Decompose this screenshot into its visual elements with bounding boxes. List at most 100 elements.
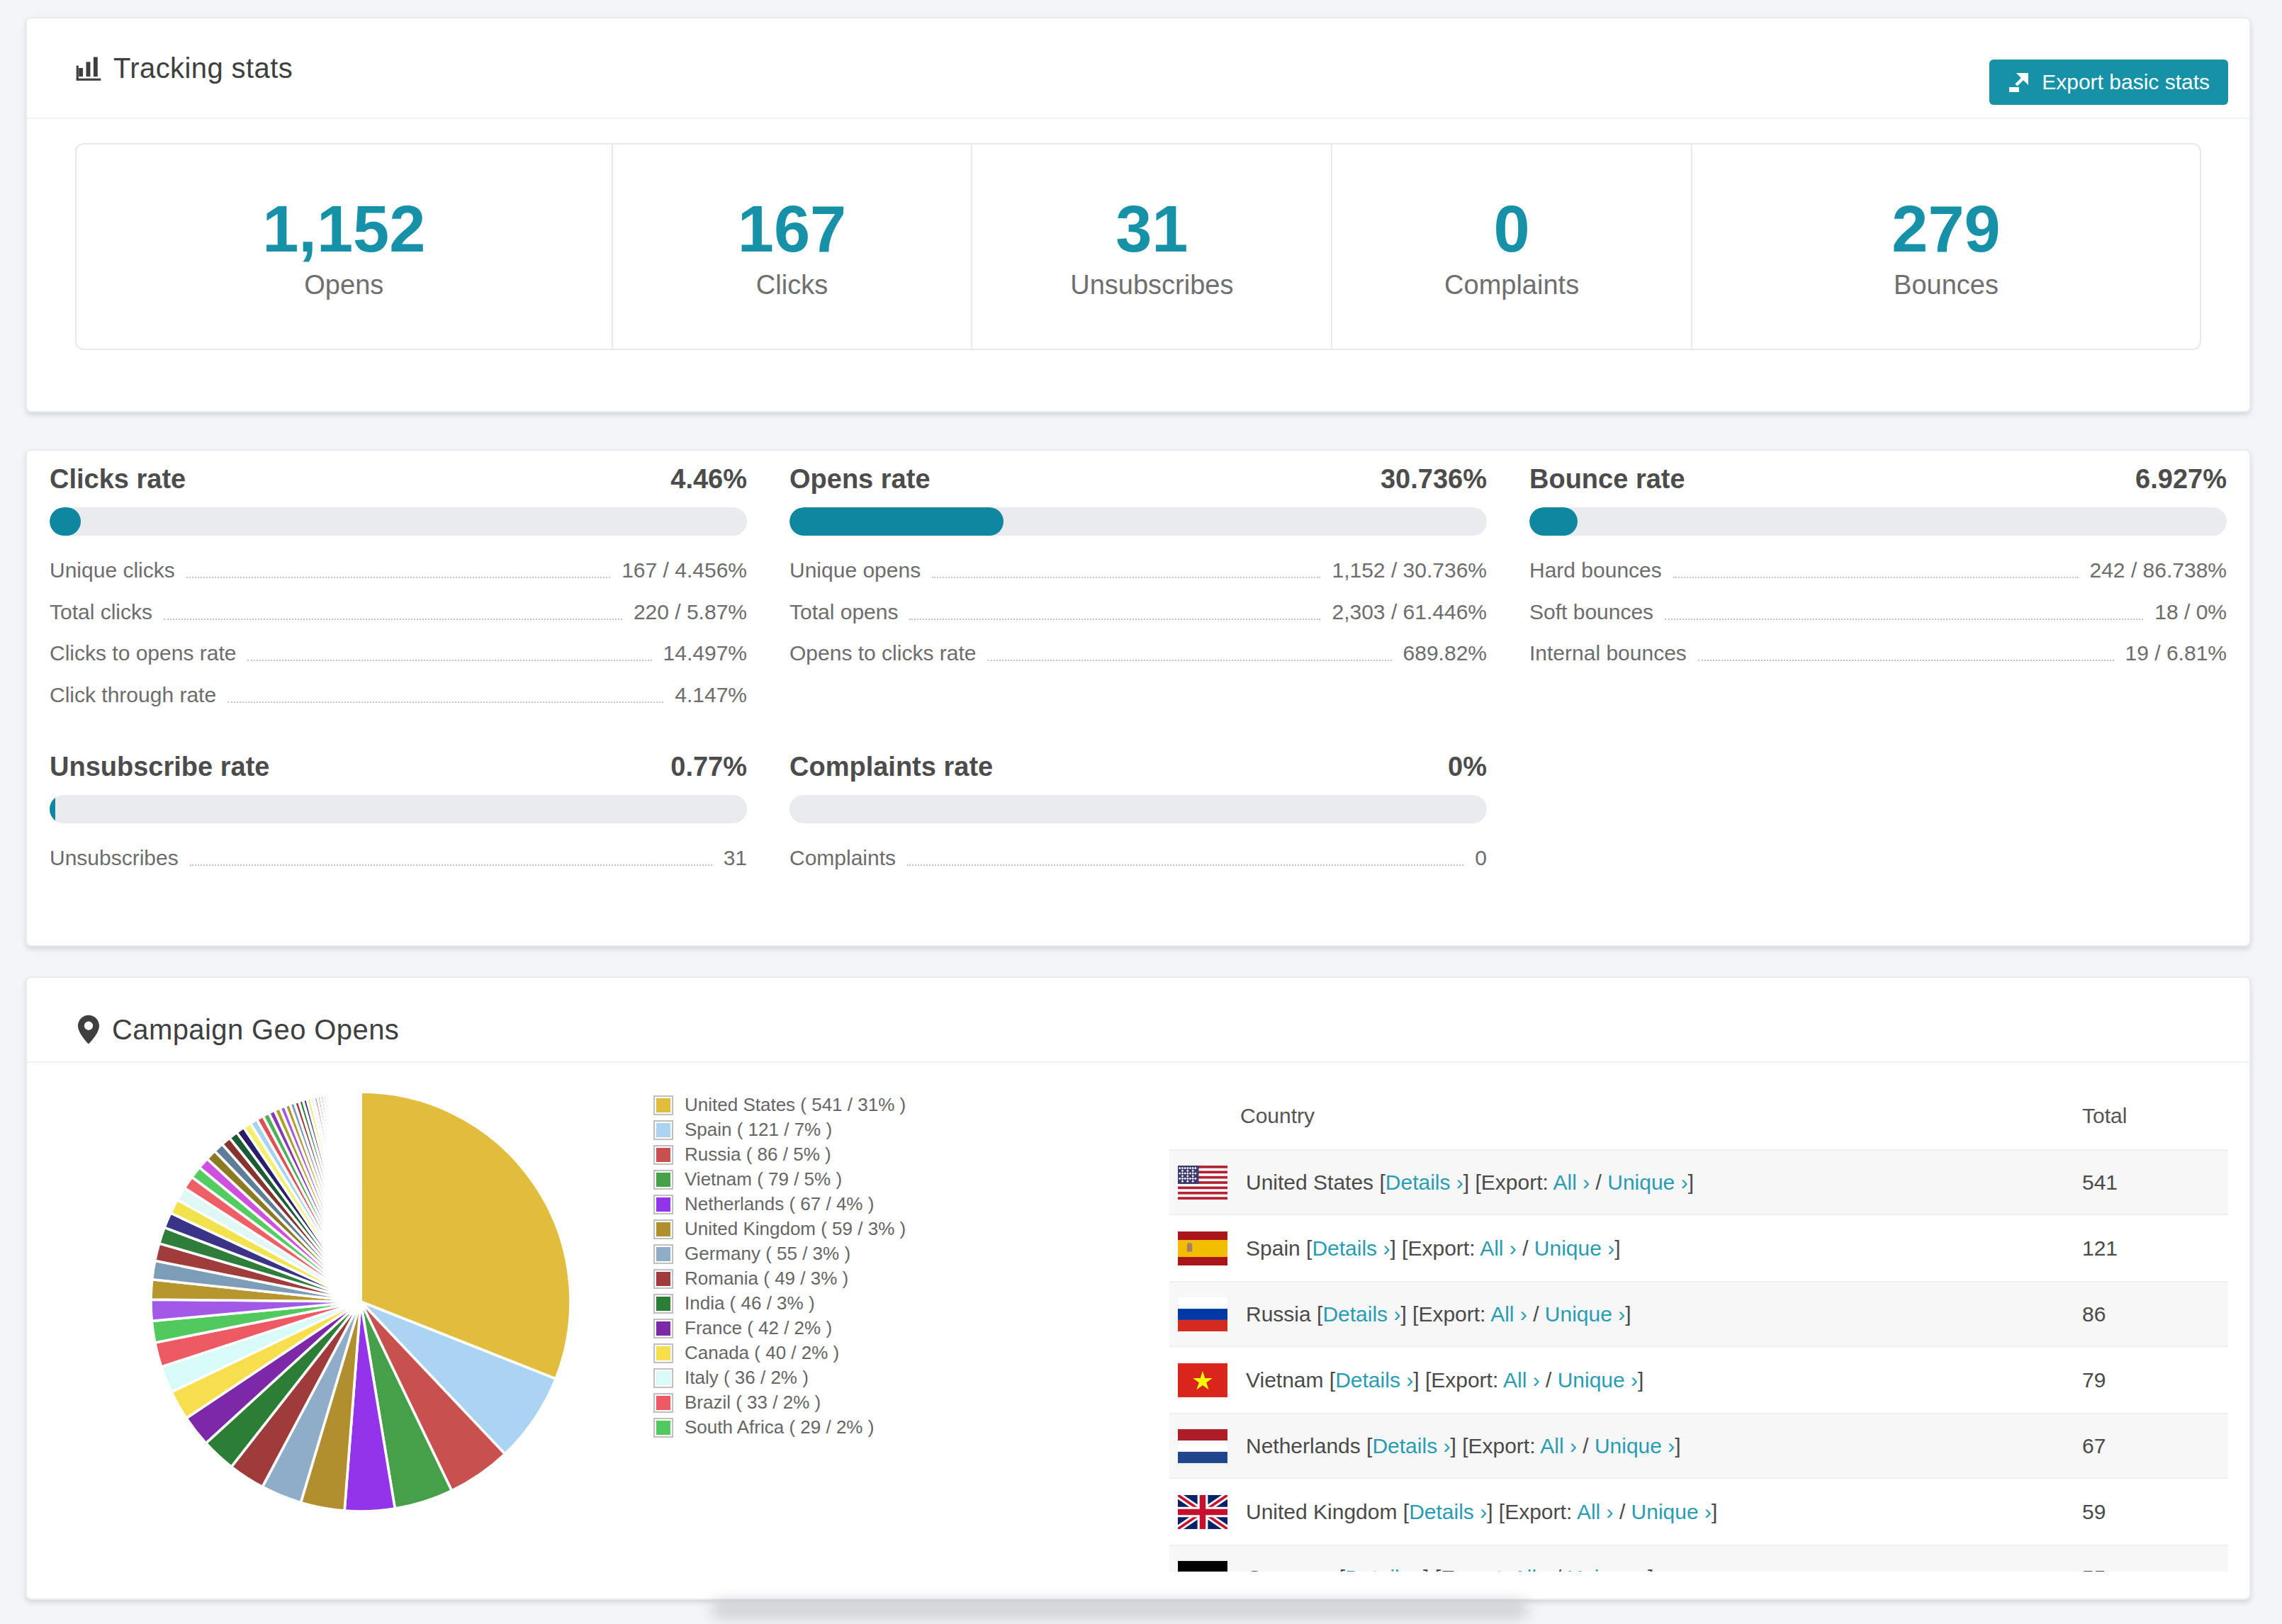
horizontal-scrollbar-thumb[interactable] bbox=[712, 1601, 1528, 1618]
legend-item: Brazil ( 33 / 2% ) bbox=[653, 1390, 906, 1415]
rate-detail-value: 167 / 4.456% bbox=[622, 558, 747, 582]
legend-label: Russia ( 86 / 5% ) bbox=[685, 1144, 831, 1166]
total-cell: 121 bbox=[2082, 1236, 2228, 1261]
details-link[interactable]: Details › bbox=[1322, 1302, 1400, 1326]
legend-swatch bbox=[653, 1195, 673, 1214]
legend-swatch bbox=[653, 1145, 673, 1165]
rate-block: Unsubscribe rate0.77% Unsubscribes 31 bbox=[50, 751, 747, 877]
stat-value: 1,152 bbox=[262, 193, 425, 264]
rate-detail-value: 18 / 0% bbox=[2154, 600, 2227, 624]
legend-swatch bbox=[653, 1418, 673, 1438]
details-link[interactable]: Details › bbox=[1372, 1434, 1450, 1457]
rate-detail-row: Internal bounces19 / 6.81% bbox=[1529, 631, 2227, 672]
stat-value: 279 bbox=[1892, 193, 2001, 264]
stat-value: 0 bbox=[1494, 193, 1530, 264]
legend-swatch bbox=[653, 1170, 673, 1190]
rate-value: 0.77% bbox=[670, 751, 747, 782]
rate-detail-value: 4.147% bbox=[675, 683, 747, 707]
rate-detail-value: 2,303 / 61.446% bbox=[1332, 600, 1487, 624]
export-unique-link[interactable]: Unique › bbox=[1568, 1566, 1648, 1572]
total-cell: 86 bbox=[2082, 1302, 2228, 1326]
export-unique-link[interactable]: Unique › bbox=[1607, 1171, 1687, 1194]
dotted-leader bbox=[987, 660, 1391, 661]
rate-block: Bounce rate6.927% Hard bounces242 / 86.7… bbox=[1529, 463, 2227, 714]
rate-title: Complaints rate bbox=[789, 751, 993, 782]
rate-progress-fill bbox=[789, 507, 1004, 536]
rates-card: Clicks rate4.46% Unique clicks167 / 4.45… bbox=[26, 449, 2251, 947]
stat-box: 167Clicks bbox=[613, 145, 973, 349]
export-all-link[interactable]: All › bbox=[1513, 1566, 1550, 1572]
legend-item: Russia ( 86 / 5% ) bbox=[653, 1142, 906, 1167]
rate-progress-fill bbox=[50, 795, 55, 823]
flag-icon-nl bbox=[1178, 1429, 1227, 1463]
rate-detail-label: Hard bounces bbox=[1529, 558, 1662, 582]
legend-swatch bbox=[653, 1095, 673, 1115]
legend-label: Germany ( 55 / 3% ) bbox=[685, 1243, 850, 1265]
legend-item: India ( 46 / 3% ) bbox=[653, 1291, 906, 1316]
rate-value: 0% bbox=[1448, 751, 1487, 782]
rate-head: Unsubscribe rate0.77% bbox=[50, 751, 747, 782]
export-all-link[interactable]: All › bbox=[1553, 1171, 1590, 1194]
flag-icon-ru bbox=[1178, 1297, 1227, 1331]
rate-head: Opens rate30.736% bbox=[789, 463, 1487, 495]
rate-detail-value: 0 bbox=[1475, 846, 1487, 870]
rate-detail-row: Soft bounces 18 / 0% bbox=[1529, 590, 2227, 631]
dotted-leader bbox=[247, 660, 651, 661]
export-unique-link[interactable]: Unique › bbox=[1558, 1368, 1638, 1392]
tracking-stats-header: Tracking stats bbox=[27, 18, 2249, 119]
rate-detail-row: Unsubscribes 31 bbox=[50, 836, 747, 877]
legend-label: India ( 46 / 3% ) bbox=[685, 1292, 815, 1314]
rate-detail-label: Soft bounces bbox=[1529, 600, 1653, 624]
export-unique-link[interactable]: Unique › bbox=[1631, 1500, 1712, 1523]
legend-label: Spain ( 121 / 7% ) bbox=[685, 1119, 832, 1141]
country-column-header: Country bbox=[1169, 1104, 1315, 1128]
export-unique-link[interactable]: Unique › bbox=[1534, 1236, 1614, 1260]
export-all-link[interactable]: All › bbox=[1480, 1236, 1517, 1260]
details-link[interactable]: Details › bbox=[1345, 1566, 1423, 1572]
rate-detail-label: Unsubscribes bbox=[50, 846, 179, 870]
legend-item: Vietnam ( 79 / 5% ) bbox=[653, 1167, 906, 1192]
rate-detail-value: 31 bbox=[724, 846, 747, 870]
details-link[interactable]: Details › bbox=[1386, 1171, 1463, 1194]
total-cell: 59 bbox=[2082, 1500, 2228, 1524]
legend-label: Italy ( 36 / 2% ) bbox=[685, 1367, 809, 1389]
rate-detail-label: Total opens bbox=[789, 600, 898, 624]
details-link[interactable]: Details › bbox=[1409, 1500, 1487, 1523]
legend-item: Germany ( 55 / 3% ) bbox=[653, 1241, 906, 1266]
export-basic-stats-button[interactable]: Export basic stats bbox=[1989, 60, 2228, 105]
rate-progress-track bbox=[50, 507, 747, 536]
country-cell: United States [Details ›] [Export: All ›… bbox=[1246, 1171, 1694, 1195]
export-unique-link[interactable]: Unique › bbox=[1595, 1434, 1675, 1457]
stat-label: Clicks bbox=[756, 270, 828, 300]
export-all-link[interactable]: All › bbox=[1540, 1434, 1577, 1457]
export-all-link[interactable]: All › bbox=[1490, 1302, 1527, 1326]
dotted-leader bbox=[186, 577, 610, 578]
rate-block: Complaints rate 0% Complaints 0 bbox=[789, 751, 1487, 877]
legend-item: United Kingdom ( 59 / 3% ) bbox=[653, 1217, 906, 1241]
flag-icon-us bbox=[1178, 1166, 1227, 1200]
rate-detail-label: Internal bounces bbox=[1529, 641, 1687, 665]
export-all-link[interactable]: All › bbox=[1503, 1368, 1540, 1392]
export-all-link[interactable]: All › bbox=[1577, 1500, 1614, 1523]
dotted-leader bbox=[1665, 619, 2143, 620]
total-cell: 79 bbox=[2082, 1368, 2228, 1392]
rate-detail-row: Total clicks220 / 5.87% bbox=[50, 590, 747, 631]
legend-item: Italy ( 36 / 2% ) bbox=[653, 1365, 906, 1390]
country-cell: Netherlands [Details ›] [Export: All › /… bbox=[1246, 1434, 1681, 1458]
rate-detail-label: Total clicks bbox=[50, 600, 152, 624]
stat-label: Complaints bbox=[1444, 270, 1579, 300]
details-link[interactable]: Details › bbox=[1335, 1368, 1413, 1392]
export-unique-link[interactable]: Unique › bbox=[1545, 1302, 1625, 1326]
legend-label: Vietnam ( 79 / 5% ) bbox=[685, 1168, 842, 1190]
dotted-leader bbox=[909, 619, 1320, 620]
total-cell: 541 bbox=[2082, 1171, 2228, 1195]
legend-label: Romania ( 49 / 3% ) bbox=[685, 1268, 848, 1290]
rate-detail-label: Complaints bbox=[789, 846, 896, 870]
geo-title: Campaign Geo Opens bbox=[112, 1014, 399, 1046]
legend-label: Canada ( 40 / 2% ) bbox=[685, 1342, 839, 1364]
details-link[interactable]: Details › bbox=[1312, 1236, 1390, 1260]
dotted-leader bbox=[907, 864, 1463, 866]
legend-label: United Kingdom ( 59 / 3% ) bbox=[685, 1218, 906, 1240]
legend-swatch bbox=[653, 1120, 673, 1140]
rate-detail-row: Total opens 2,303 / 61.446% bbox=[789, 590, 1487, 631]
